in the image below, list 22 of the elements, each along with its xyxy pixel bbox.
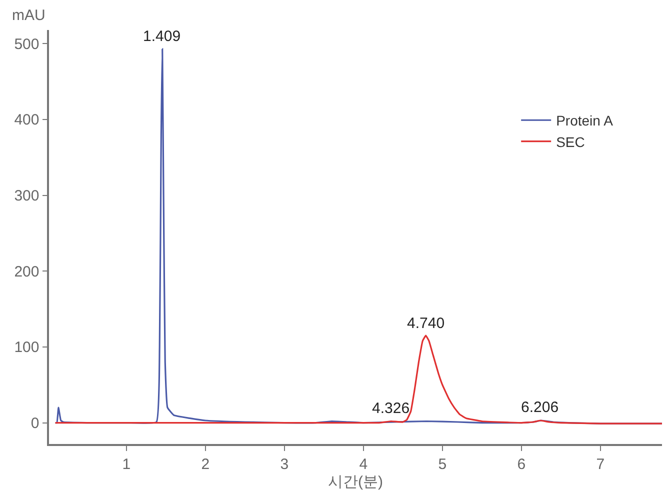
x-tick-label: 7 [596, 456, 605, 473]
x-axis-title: 시간(분) [328, 473, 383, 490]
y-tick-label: 500 [14, 36, 40, 53]
x-tick-label: 2 [201, 456, 210, 473]
legend-label: Protein A [556, 112, 614, 129]
annotation: 4.326 [372, 400, 410, 417]
x-tick-label: 3 [280, 456, 289, 473]
x-tick-label: 4 [359, 456, 368, 473]
legend-label: SEC [556, 134, 585, 150]
line-series [54, 334, 662, 424]
y-tick-label: 0 [30, 415, 40, 432]
y-tick-label: 200 [14, 263, 40, 280]
annotation: 6.206 [521, 399, 559, 416]
y-tick-label: 400 [14, 112, 40, 129]
annotation: 4.740 [407, 315, 445, 332]
y-tick-label: 100 [14, 339, 40, 356]
y-tick-label: 300 [14, 188, 40, 205]
annotation: 1.409 [143, 28, 181, 45]
x-tick-label: 5 [438, 456, 447, 473]
y-axis-title: mAU [12, 7, 46, 24]
x-tick-label: 1 [122, 456, 131, 473]
x-tick-label: 6 [517, 456, 526, 473]
